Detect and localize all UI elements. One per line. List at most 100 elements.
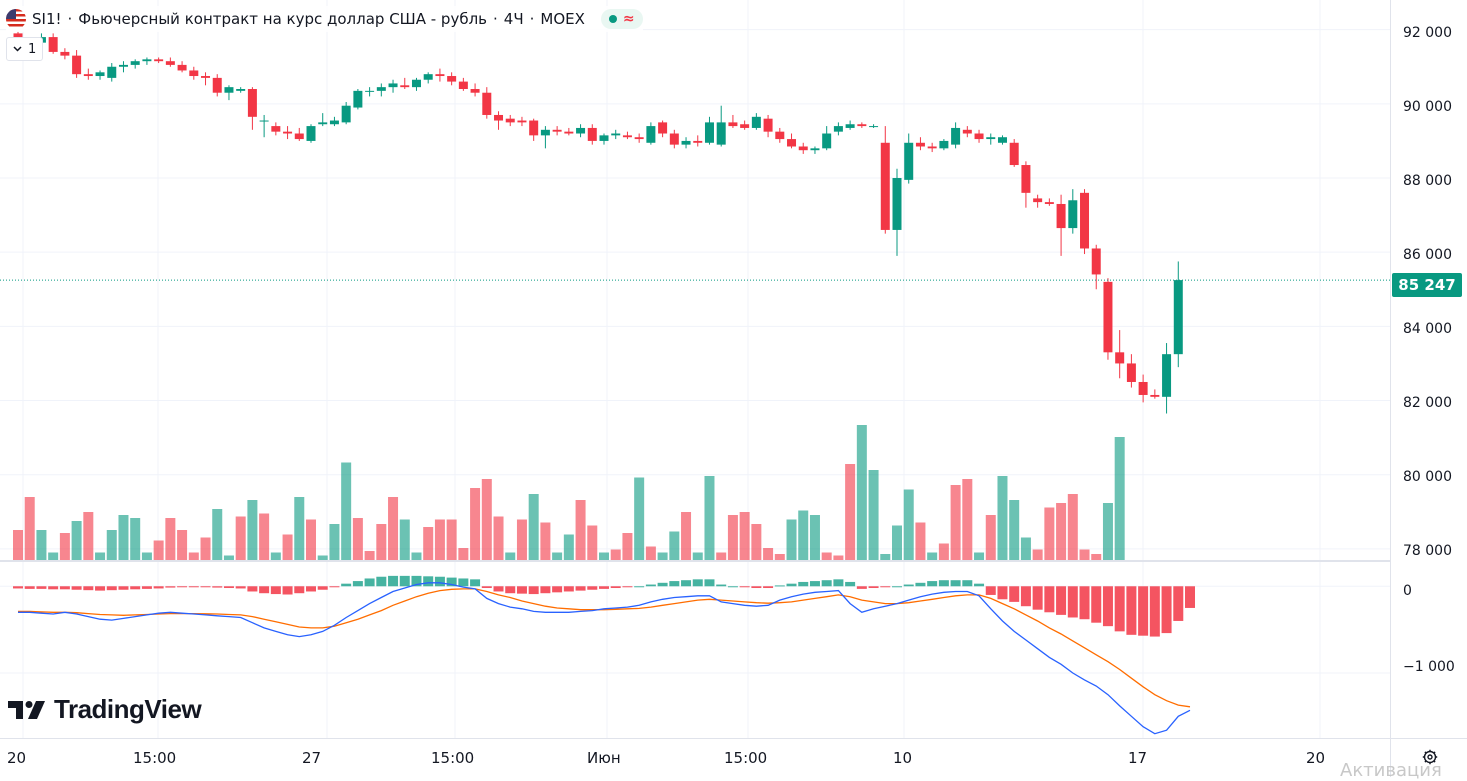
candle-body (165, 61, 175, 65)
symbol-ticker[interactable]: SI1! (32, 10, 62, 28)
macd-histogram-bar (1126, 586, 1137, 635)
macd-histogram-bar (329, 586, 340, 588)
macd-histogram-bar (763, 586, 774, 589)
candle-body (587, 127, 597, 141)
candle-body (189, 70, 199, 77)
chevron-down-icon (13, 46, 22, 52)
macd-histogram-bar (118, 586, 129, 590)
volume-bar (516, 519, 527, 560)
interval-label[interactable]: 4Ч (503, 10, 524, 28)
chart-canvas[interactable] (0, 0, 1390, 738)
candle-body (154, 59, 164, 62)
candle-body (622, 135, 632, 138)
volume-bar (704, 476, 715, 560)
macd-histogram-bar (1091, 586, 1102, 623)
volume-bar (446, 519, 457, 560)
macd-histogram-bar (376, 576, 387, 587)
symbol-description[interactable]: Фьючерсный контракт на курс доллар США -… (78, 10, 488, 28)
candle-body (423, 74, 433, 80)
macd-histogram-bar (974, 583, 985, 587)
price-tick: 84 000 (1403, 321, 1452, 337)
tradingview-logo[interactable]: TradingView (8, 694, 202, 725)
us-flag-icon (6, 9, 26, 29)
volume-bar (681, 512, 692, 560)
candle-body (306, 126, 316, 141)
price-axis[interactable]: 92 000 90 000 88 000 86 000 84 000 82 00… (1390, 0, 1467, 738)
macd-histogram-bar (540, 586, 551, 594)
macd-histogram-bar (188, 586, 199, 588)
candle-body (447, 76, 457, 82)
macd-histogram-bar (552, 586, 563, 593)
time-tick: 20 (1306, 749, 1326, 767)
macd-histogram-bar (599, 586, 609, 589)
candle-body (904, 142, 914, 180)
price-tick: 82 000 (1403, 395, 1452, 411)
chart-pane[interactable] (0, 0, 1390, 738)
volume-bar (622, 533, 633, 560)
candle-body (529, 120, 539, 136)
candle-body (822, 133, 832, 149)
time-tick: 10 (893, 749, 913, 767)
candle-body (1033, 198, 1043, 203)
volume-bar (997, 476, 1008, 560)
candle-body (283, 131, 293, 134)
macd-histogram-bar (1161, 586, 1172, 634)
macd-histogram-bar (470, 579, 481, 587)
time-axis[interactable]: 20 15:00 27 15:00 Июн 15:00 10 17 20 (0, 738, 1390, 777)
macd-histogram-bar (24, 586, 35, 589)
market-status-badge[interactable]: ≈ (600, 9, 643, 29)
candle-body (318, 122, 328, 125)
macd-histogram-bar (48, 586, 59, 590)
volume-bar (809, 515, 820, 560)
volume-bar (528, 494, 539, 560)
candle-body (775, 131, 785, 140)
macd-histogram-bar (727, 586, 738, 588)
macd-histogram-bar (388, 575, 399, 587)
volume-bar (645, 546, 656, 560)
candle-body (177, 64, 187, 71)
macd-histogram-bar (177, 586, 188, 588)
volume-bar (1067, 494, 1078, 560)
volume-bar (563, 534, 574, 560)
candle-body (939, 140, 949, 149)
candle-body (107, 66, 117, 78)
macd-histogram-bar (212, 586, 223, 588)
macd-histogram-bar (985, 586, 996, 595)
legend-collapse-button[interactable]: 1 (6, 37, 44, 61)
candle-body (833, 126, 843, 132)
settings-gear-icon[interactable] (1422, 749, 1438, 765)
candle-body (634, 137, 644, 140)
volume-bar (821, 552, 832, 560)
tradingview-logo-icon (8, 700, 45, 719)
volume-bar (587, 525, 598, 560)
volume-bar (856, 425, 867, 560)
indicator-count: 1 (28, 41, 37, 57)
macd-histogram-bar (856, 586, 867, 589)
macd-histogram-bar (458, 578, 469, 587)
price-tick: 92 000 (1403, 25, 1452, 41)
macd-histogram-bar (821, 580, 832, 587)
volume-bar (352, 518, 363, 560)
candle-body (1150, 394, 1160, 397)
macd-histogram-bar (481, 586, 492, 589)
macd-histogram-bar (165, 586, 176, 588)
volume-bar (83, 512, 94, 560)
macd-histogram-bar (1032, 586, 1043, 610)
volume-bar (669, 531, 680, 560)
candle-body (1126, 363, 1136, 382)
candle-body (986, 137, 996, 140)
volume-bar (165, 518, 176, 560)
macd-histogram-bar (962, 580, 973, 587)
volume-bar (974, 552, 985, 560)
volume-bar (388, 497, 399, 560)
exchange-label[interactable]: MOEX (540, 10, 585, 28)
candle-body (353, 90, 363, 108)
candle-body (482, 92, 492, 115)
macd-histogram-bar (130, 586, 141, 590)
macd-histogram-bar (247, 586, 258, 592)
volume-bar (341, 462, 352, 560)
macd-histogram-bar (1079, 586, 1090, 620)
macd-tick: 0 (1403, 583, 1412, 599)
volume-bar (188, 552, 199, 560)
price-tick: 88 000 (1403, 173, 1452, 189)
